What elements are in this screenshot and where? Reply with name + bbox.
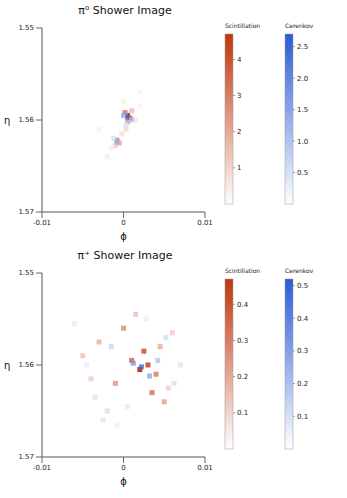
svg-text:0.4: 0.4 — [237, 301, 249, 309]
svg-text:1.5: 1.5 — [297, 106, 308, 114]
svg-text:0.1: 0.1 — [297, 413, 308, 421]
svg-text:0.01: 0.01 — [197, 464, 213, 472]
svg-text:0.3: 0.3 — [297, 347, 308, 355]
svg-text:0.5: 0.5 — [297, 169, 308, 177]
svg-text:0: 0 — [121, 219, 125, 227]
svg-text:Cerenkov: Cerenkov — [285, 267, 314, 274]
svg-text:-0.01: -0.01 — [33, 219, 51, 227]
svg-text:1.57: 1.57 — [18, 208, 34, 216]
svg-text:1.55: 1.55 — [18, 269, 34, 277]
svg-text:2: 2 — [237, 128, 241, 136]
svg-text:0.3: 0.3 — [237, 337, 248, 345]
svg-text:4: 4 — [237, 56, 242, 64]
svg-text:1.56: 1.56 — [18, 361, 34, 369]
svg-text:0.4: 0.4 — [297, 315, 309, 323]
svg-text:η: η — [4, 115, 10, 126]
svg-text:1.56: 1.56 — [18, 116, 34, 124]
svg-text:2.5: 2.5 — [297, 43, 308, 51]
svg-text:0.5: 0.5 — [297, 282, 308, 290]
svg-text:0.01: 0.01 — [197, 219, 213, 227]
svg-text:2.0: 2.0 — [297, 75, 308, 83]
svg-text:3: 3 — [237, 92, 241, 100]
html-text:π⁰ Shower Image: π⁰ Shower Image — [78, 4, 172, 17]
svg-text:Scintillation: Scintillation — [225, 22, 260, 29]
svg-text:0.2: 0.2 — [237, 373, 248, 381]
svg-text:Scintillation: Scintillation — [225, 267, 260, 274]
svg-text:0.1: 0.1 — [237, 409, 248, 417]
svg-text:0: 0 — [121, 464, 125, 472]
svg-text:1.57: 1.57 — [18, 453, 34, 461]
svg-text:ϕ: ϕ — [120, 476, 127, 487]
svg-text:ϕ: ϕ — [120, 231, 127, 242]
svg-text:η: η — [4, 360, 10, 371]
svg-text:-0.01: -0.01 — [33, 464, 51, 472]
svg-text:1.55: 1.55 — [18, 24, 34, 32]
svg-text:1.0: 1.0 — [297, 138, 308, 146]
html-text:π⁺ Shower Image: π⁺ Shower Image — [77, 249, 173, 262]
svg-text:0.2: 0.2 — [297, 380, 308, 388]
svg-text:Cerenkov: Cerenkov — [285, 22, 314, 29]
svg-text:1: 1 — [237, 164, 241, 172]
